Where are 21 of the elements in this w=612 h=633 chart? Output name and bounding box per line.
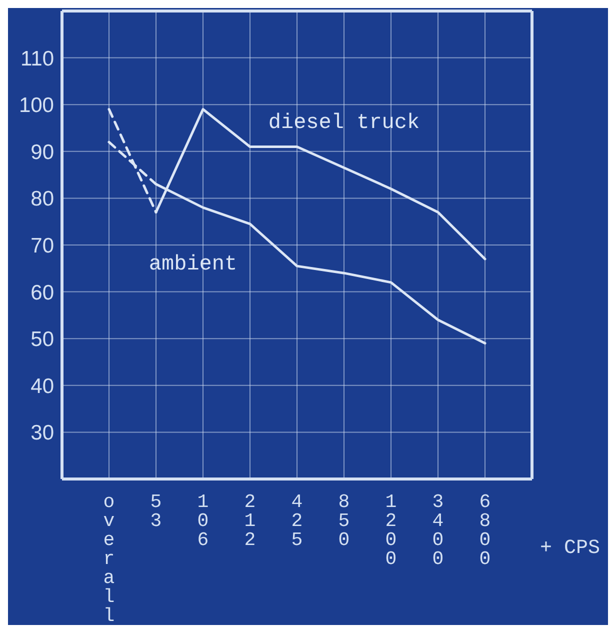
- x-tick-label: 425: [291, 491, 303, 551]
- x-tick-label: overall: [103, 491, 115, 627]
- x-tick-label: 6800: [479, 491, 491, 570]
- y-tick-label: 110: [20, 47, 54, 70]
- x-axis-title: + CPS: [540, 537, 600, 560]
- y-tick-label: 90: [30, 140, 54, 164]
- x-tick-label: 850: [338, 491, 350, 551]
- x-tick-label: 1200: [385, 491, 397, 570]
- y-tick-label: 100: [18, 94, 54, 118]
- y-tick-label: 30: [30, 422, 54, 445]
- y-tick-label: 60: [30, 281, 54, 304]
- x-tick-label: 3400: [432, 491, 444, 570]
- y-tick-label: 50: [30, 328, 54, 352]
- y-tick-label: 80: [30, 188, 54, 211]
- x-tick-label: 106: [197, 491, 209, 551]
- series-label: diesel truck: [268, 112, 420, 135]
- x-tick-label: 53: [150, 491, 162, 532]
- y-tick-label: 70: [30, 234, 54, 258]
- series-label: ambient: [148, 254, 238, 277]
- y-tick-label: 40: [30, 374, 54, 398]
- x-tick-label: 212: [244, 491, 256, 551]
